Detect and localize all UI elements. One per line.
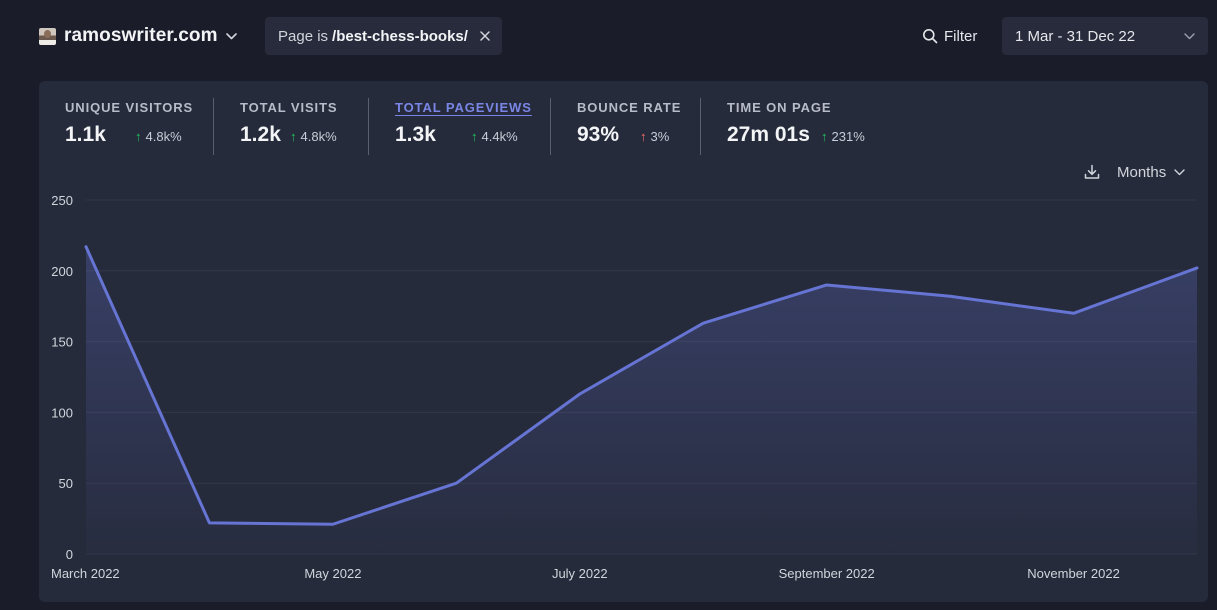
search-icon [923, 29, 938, 44]
y-tick-label: 100 [51, 405, 73, 420]
stat-change: ↑ 4.4k% [471, 129, 518, 144]
data-point [577, 391, 583, 397]
data-point [453, 480, 459, 486]
data-point [1071, 310, 1077, 316]
series-line [84, 245, 1199, 526]
y-tick-label: 0 [66, 547, 73, 562]
filter-prefix: Page is [278, 27, 329, 45]
chevron-down-icon [1174, 169, 1185, 176]
arrow-up-icon: ↑ [290, 129, 297, 144]
site-name: ramoswriter.com [64, 25, 218, 46]
divider [550, 98, 551, 155]
stat-value: 1.1k [65, 123, 106, 146]
data-point [947, 293, 953, 299]
stat-value: 1.3k [395, 123, 436, 146]
data-point [700, 320, 706, 326]
data-point [330, 521, 336, 527]
arrow-up-icon: ↑ [821, 129, 828, 144]
stat-change-value: 3% [650, 129, 670, 144]
stat-label: BOUNCE RATE [577, 100, 682, 115]
data-point [83, 244, 89, 250]
y-tick-label: 150 [51, 335, 73, 350]
arrow-up-icon: ↑ [135, 129, 142, 144]
interval-label: Months [1117, 164, 1167, 181]
x-tick-label: November 2022 [1027, 566, 1120, 581]
filter-value: /best-chess-books/ [332, 27, 468, 45]
stat-change-value: 231% [831, 129, 865, 144]
pageviews-chart: 0 50 100 150 200 250 March 2022 May 2022 July 20… [51, 193, 1200, 581]
close-icon[interactable] [480, 31, 490, 41]
stat-change: ↑ 3% [640, 129, 669, 144]
download-icon[interactable] [1084, 164, 1100, 180]
stat-label: UNIQUE VISITORS [65, 100, 194, 115]
divider [213, 98, 214, 155]
divider [368, 98, 369, 155]
filter-button-label: Filter [944, 27, 978, 45]
x-tick-label: March 2022 [51, 566, 120, 581]
filter-button[interactable]: Filter [922, 24, 977, 48]
stat-unique-visitors[interactable]: UNIQUE VISITORS 1.1k ↑ 4.8k% [65, 98, 215, 156]
stat-value: 1.2k [240, 123, 281, 146]
arrow-up-icon: ↑ [640, 129, 647, 144]
site-favicon [39, 27, 56, 45]
y-tick-label: 50 [59, 476, 73, 491]
x-tick-label: September 2022 [779, 566, 875, 581]
series-area [86, 246, 1197, 554]
y-tick-label: 250 [51, 193, 73, 208]
stat-label: TOTAL VISITS [240, 100, 338, 115]
data-point [1194, 265, 1200, 271]
stat-value: 27m 01s [727, 123, 810, 146]
stat-change-value: 4.8k% [145, 129, 182, 144]
stat-value: 93% [577, 123, 620, 146]
divider [700, 98, 701, 155]
stat-label: TIME ON PAGE [727, 100, 832, 115]
x-tick-label: July 2022 [552, 566, 608, 581]
date-range-label: 1 Mar - 31 Dec 22 [1015, 27, 1136, 45]
stat-total-pageviews[interactable]: TOTAL PAGEVIEWS 1.3k ↑ 4.4k% [395, 98, 545, 156]
arrow-up-icon: ↑ [471, 129, 478, 144]
stat-change-value: 4.4k% [481, 129, 518, 144]
data-point [206, 520, 212, 526]
stat-change: ↑ 4.8k% [135, 129, 182, 144]
data-point [824, 282, 830, 288]
stats-card: 0 50 100 150 200 250 March 2022 May 2022 July 20… [39, 81, 1208, 602]
stat-change: ↑ 231% [821, 129, 865, 144]
stat-time-on-page[interactable]: TIME ON PAGE 27m 01s ↑ 231% [727, 98, 887, 156]
stat-change-value: 4.8k% [300, 129, 337, 144]
y-tick-label: 200 [51, 264, 73, 279]
interval-picker[interactable]: Months [1117, 164, 1185, 181]
date-range-picker[interactable]: 1 Mar - 31 Dec 22 [1002, 17, 1208, 55]
stat-bounce-rate[interactable]: BOUNCE RATE 93% ↑ 3% [577, 98, 707, 156]
active-filter-pill[interactable]: Page is /best-chess-books/ [265, 17, 502, 55]
stat-label: TOTAL PAGEVIEWS [395, 100, 532, 115]
chevron-down-icon [225, 32, 237, 39]
chevron-down-icon [1184, 32, 1195, 39]
x-tick-label: May 2022 [304, 566, 361, 581]
site-selector[interactable]: ramoswriter.com [39, 24, 237, 48]
stat-total-visits[interactable]: TOTAL VISITS 1.2k ↑ 4.8k% [240, 98, 380, 156]
stat-change: ↑ 4.8k% [290, 129, 337, 144]
